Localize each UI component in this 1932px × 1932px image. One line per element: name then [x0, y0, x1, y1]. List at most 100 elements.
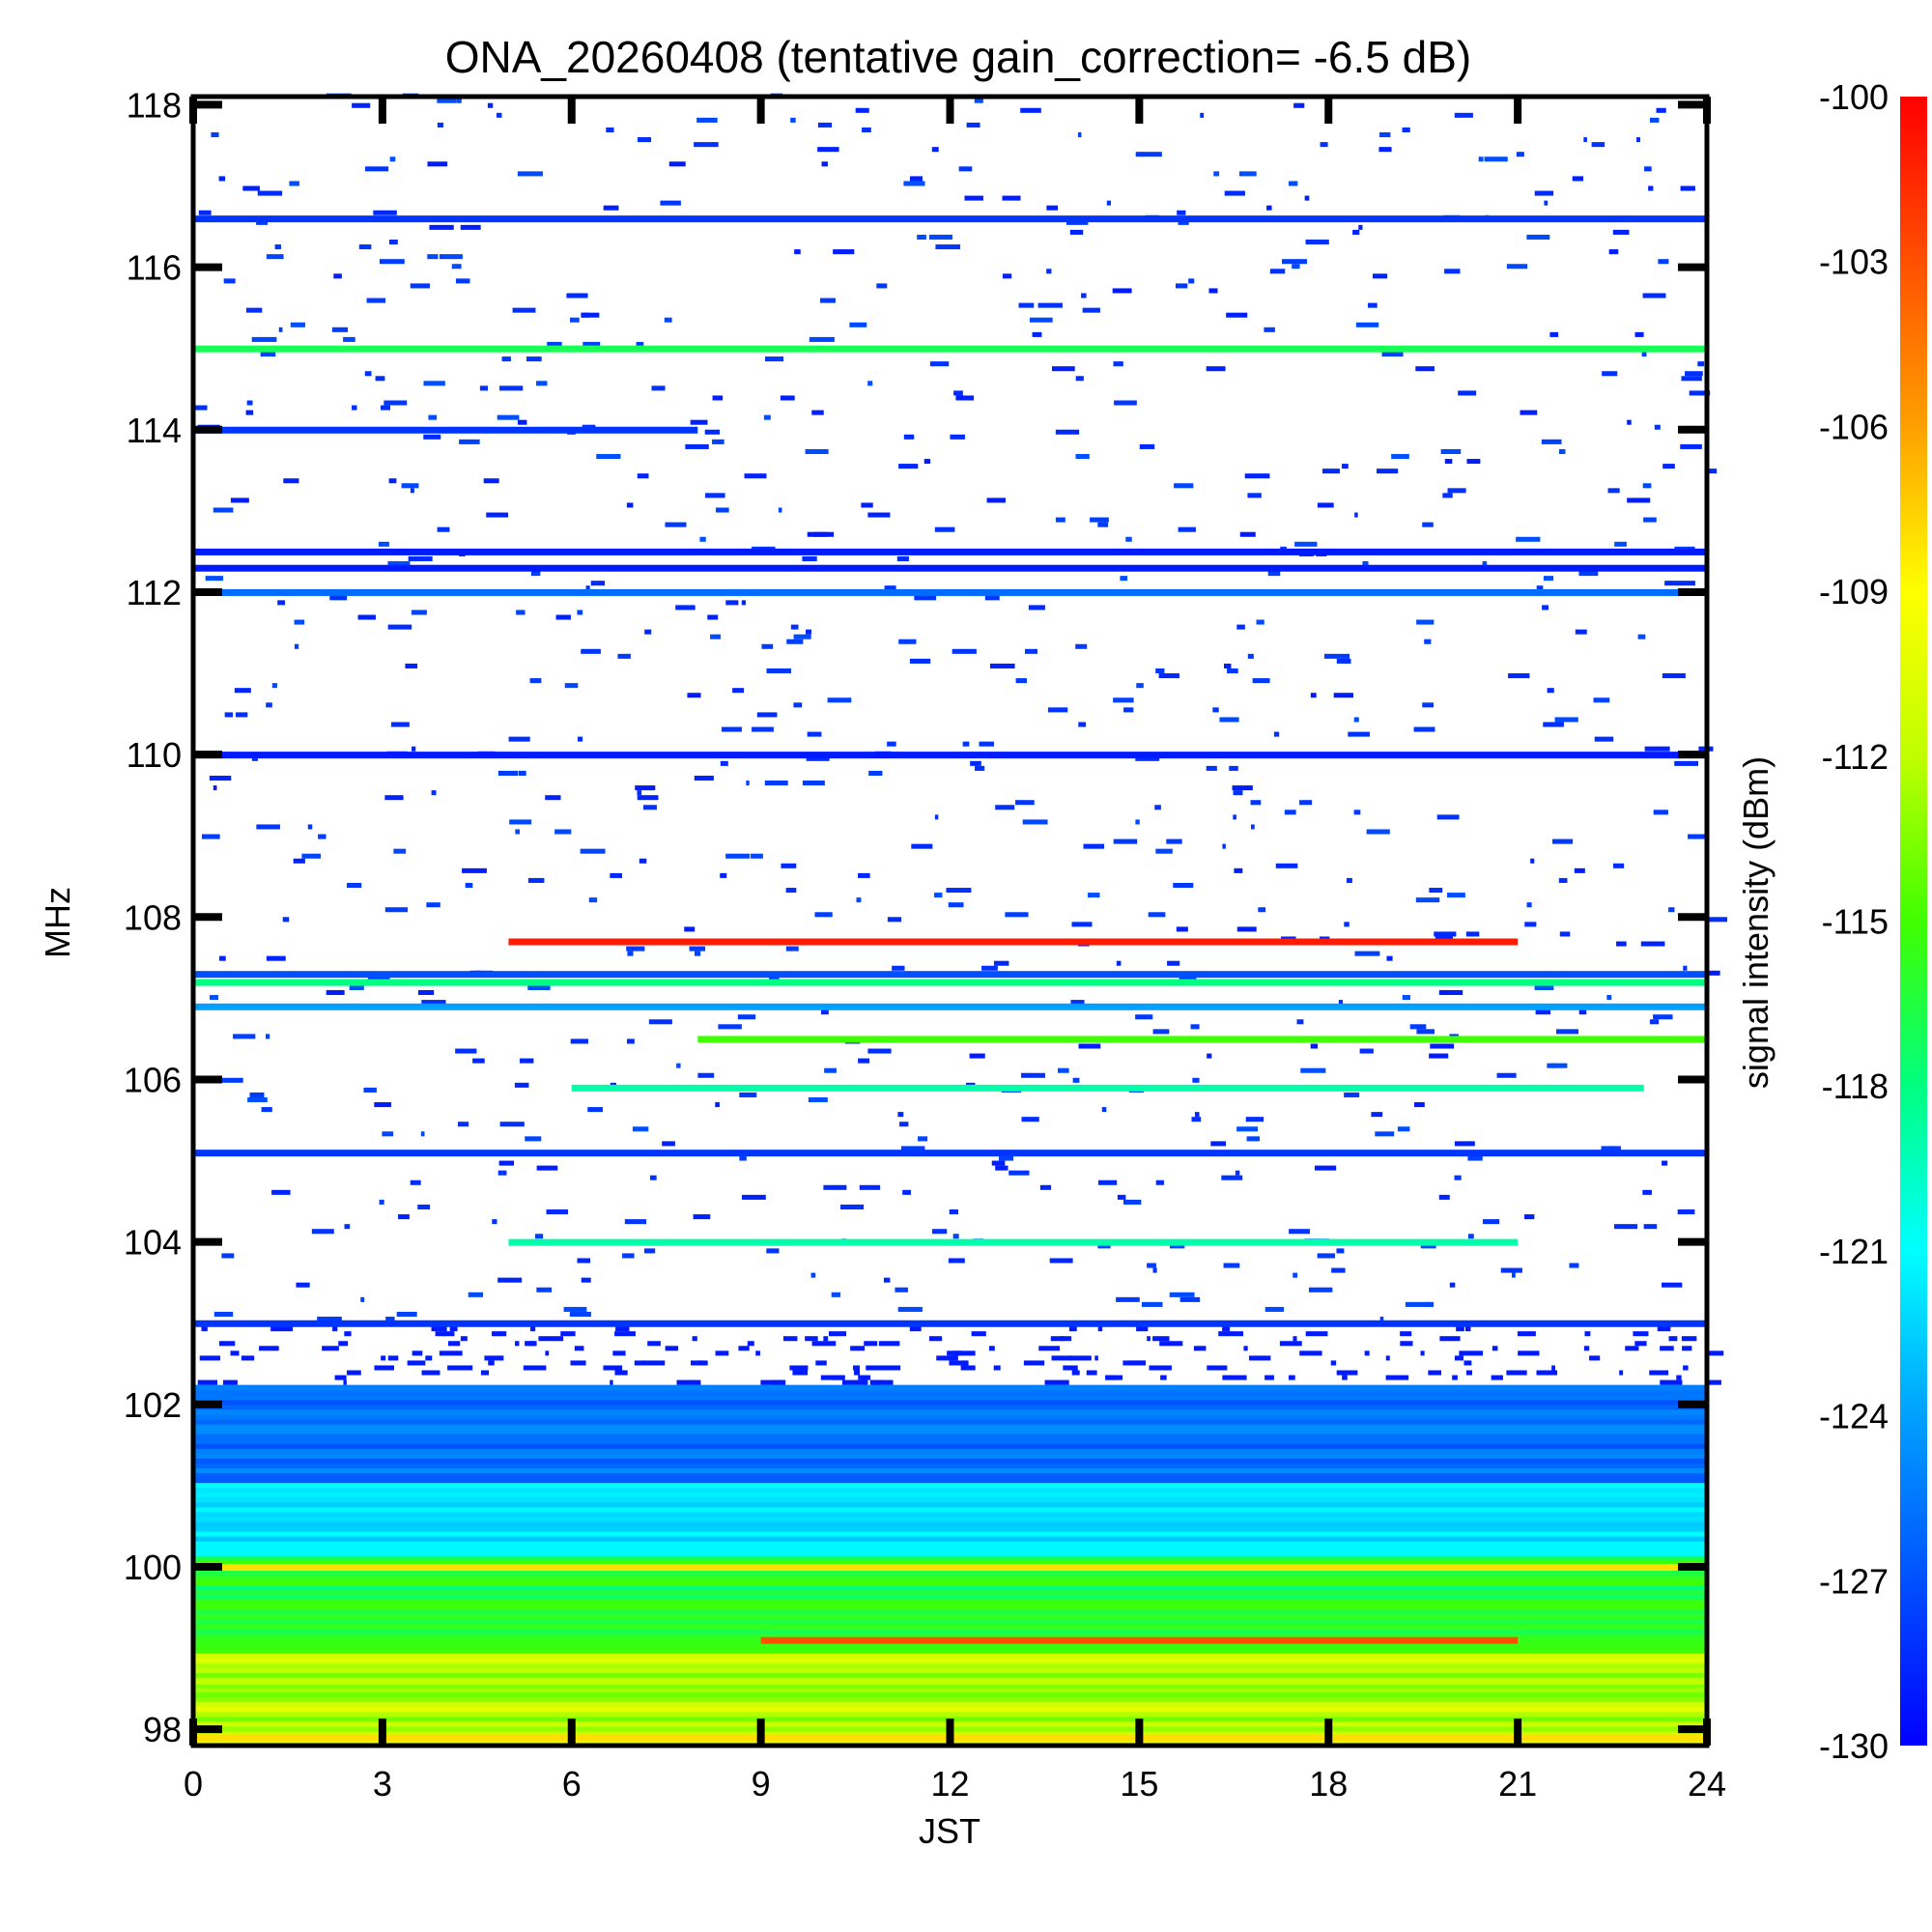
noise-fleck	[1492, 1346, 1498, 1351]
colorbar-tick-label: -121	[1819, 1232, 1889, 1271]
noise-fleck	[1075, 376, 1084, 382]
noise-fleck	[1482, 1219, 1500, 1225]
noise-fleck	[1602, 371, 1618, 377]
noise-fleck	[534, 1234, 544, 1239]
noise-fleck	[582, 341, 601, 347]
noise-fleck	[1275, 863, 1298, 868]
noise-fleck	[1364, 1350, 1370, 1356]
noise-row	[193, 1682, 1707, 1689]
colorbar-tick-label: -100	[1819, 77, 1889, 117]
noise-fleck	[697, 1072, 715, 1078]
noise-fleck	[738, 1346, 750, 1351]
noise-fleck	[1021, 1117, 1039, 1122]
noise-fleck	[1459, 1350, 1484, 1356]
noise-fleck	[381, 1355, 386, 1361]
noise-fleck	[858, 872, 870, 878]
noise-fleck	[1173, 882, 1194, 889]
noise-fleck	[928, 1336, 943, 1342]
noise-fleck	[1155, 848, 1173, 854]
noise-fleck	[1082, 307, 1100, 313]
noise-fleck	[364, 371, 372, 377]
noise-fleck	[617, 653, 631, 659]
noise-fleck	[739, 1092, 757, 1097]
noise-fleck	[1414, 1102, 1425, 1108]
noise-fleck	[1634, 1341, 1647, 1347]
noise-fleck	[694, 775, 710, 781]
noise-fleck	[1256, 619, 1264, 625]
noise-fleck	[1706, 469, 1718, 474]
noise-fleck	[437, 122, 443, 128]
noise-fleck	[1258, 907, 1266, 913]
noise-fleck	[615, 1326, 630, 1332]
noise-fleck	[1619, 1370, 1624, 1376]
noise-fleck	[850, 1346, 866, 1351]
noise-fleck	[1466, 459, 1481, 465]
noise-fleck	[1206, 765, 1217, 771]
noise-fleck	[322, 1346, 339, 1351]
noise-fleck	[1379, 131, 1391, 138]
plot-area	[193, 93, 1728, 1747]
noise-fleck	[1680, 185, 1695, 191]
noise-fleck	[554, 829, 572, 835]
noise-fleck	[833, 249, 855, 255]
noise-fleck	[332, 1326, 338, 1332]
noise-fleck	[1458, 390, 1477, 396]
noise-row	[193, 1584, 1707, 1591]
y-tick-label: 108	[124, 897, 182, 937]
noise-fleck	[876, 283, 888, 289]
noise-fleck	[823, 1184, 847, 1190]
signal-band	[193, 1003, 1707, 1010]
noise-fleck	[693, 1214, 711, 1220]
noise-fleck	[1233, 814, 1236, 820]
noise-fleck	[460, 224, 481, 230]
noise-fleck	[1660, 1346, 1674, 1351]
noise-row	[193, 1531, 1707, 1537]
noise-fleck	[1575, 629, 1587, 635]
noise-fleck	[898, 639, 917, 644]
noise-row	[193, 1429, 1707, 1435]
noise-fleck	[1267, 571, 1281, 577]
noise-fleck	[1046, 269, 1052, 274]
noise-fleck	[517, 171, 543, 177]
noise-fleck	[1236, 926, 1257, 932]
noise-fleck	[1090, 517, 1109, 523]
noise-fleck	[1352, 229, 1360, 235]
noise-fleck	[614, 1331, 636, 1337]
noise-fleck	[1371, 1112, 1383, 1118]
noise-fleck	[1583, 1346, 1590, 1351]
noise-fleck	[676, 1379, 695, 1385]
noise-fleck	[793, 634, 811, 639]
noise-fleck	[1101, 1107, 1107, 1113]
noise-fleck	[492, 1219, 497, 1225]
noise-fleck	[861, 502, 873, 508]
noise-fleck	[898, 464, 919, 469]
noise-fleck	[1147, 1336, 1151, 1342]
noise-fleck	[1614, 541, 1627, 547]
noise-fleck	[1169, 1243, 1185, 1249]
noise-fleck	[1282, 259, 1308, 265]
noise-fleck	[862, 127, 871, 132]
noise-fleck	[695, 951, 701, 956]
noise-fleck	[527, 877, 545, 883]
noise-fleck	[596, 453, 621, 460]
noise-fleck	[1177, 210, 1186, 215]
noise-fleck	[1683, 965, 1688, 971]
noise-fleck	[529, 678, 542, 684]
colorbar-label: signal intensity (dBm)	[1736, 756, 1776, 1089]
noise-fleck	[932, 1229, 948, 1235]
noise-fleck	[610, 1379, 613, 1385]
noise-fleck	[260, 352, 276, 357]
noise-fleck	[1247, 493, 1262, 498]
noise-fleck	[497, 1277, 523, 1283]
signal-band	[193, 548, 1707, 555]
noise-fleck	[483, 478, 499, 484]
noise-fleck	[1559, 448, 1566, 454]
noise-fleck	[814, 1096, 828, 1103]
noise-fleck	[1637, 634, 1646, 639]
noise-fleck	[274, 244, 281, 250]
noise-fleck	[1317, 1253, 1336, 1259]
noise-fleck	[1200, 112, 1205, 118]
noise-row	[193, 1541, 1707, 1547]
noise-fleck	[1304, 195, 1310, 201]
noise-fleck	[712, 395, 724, 401]
